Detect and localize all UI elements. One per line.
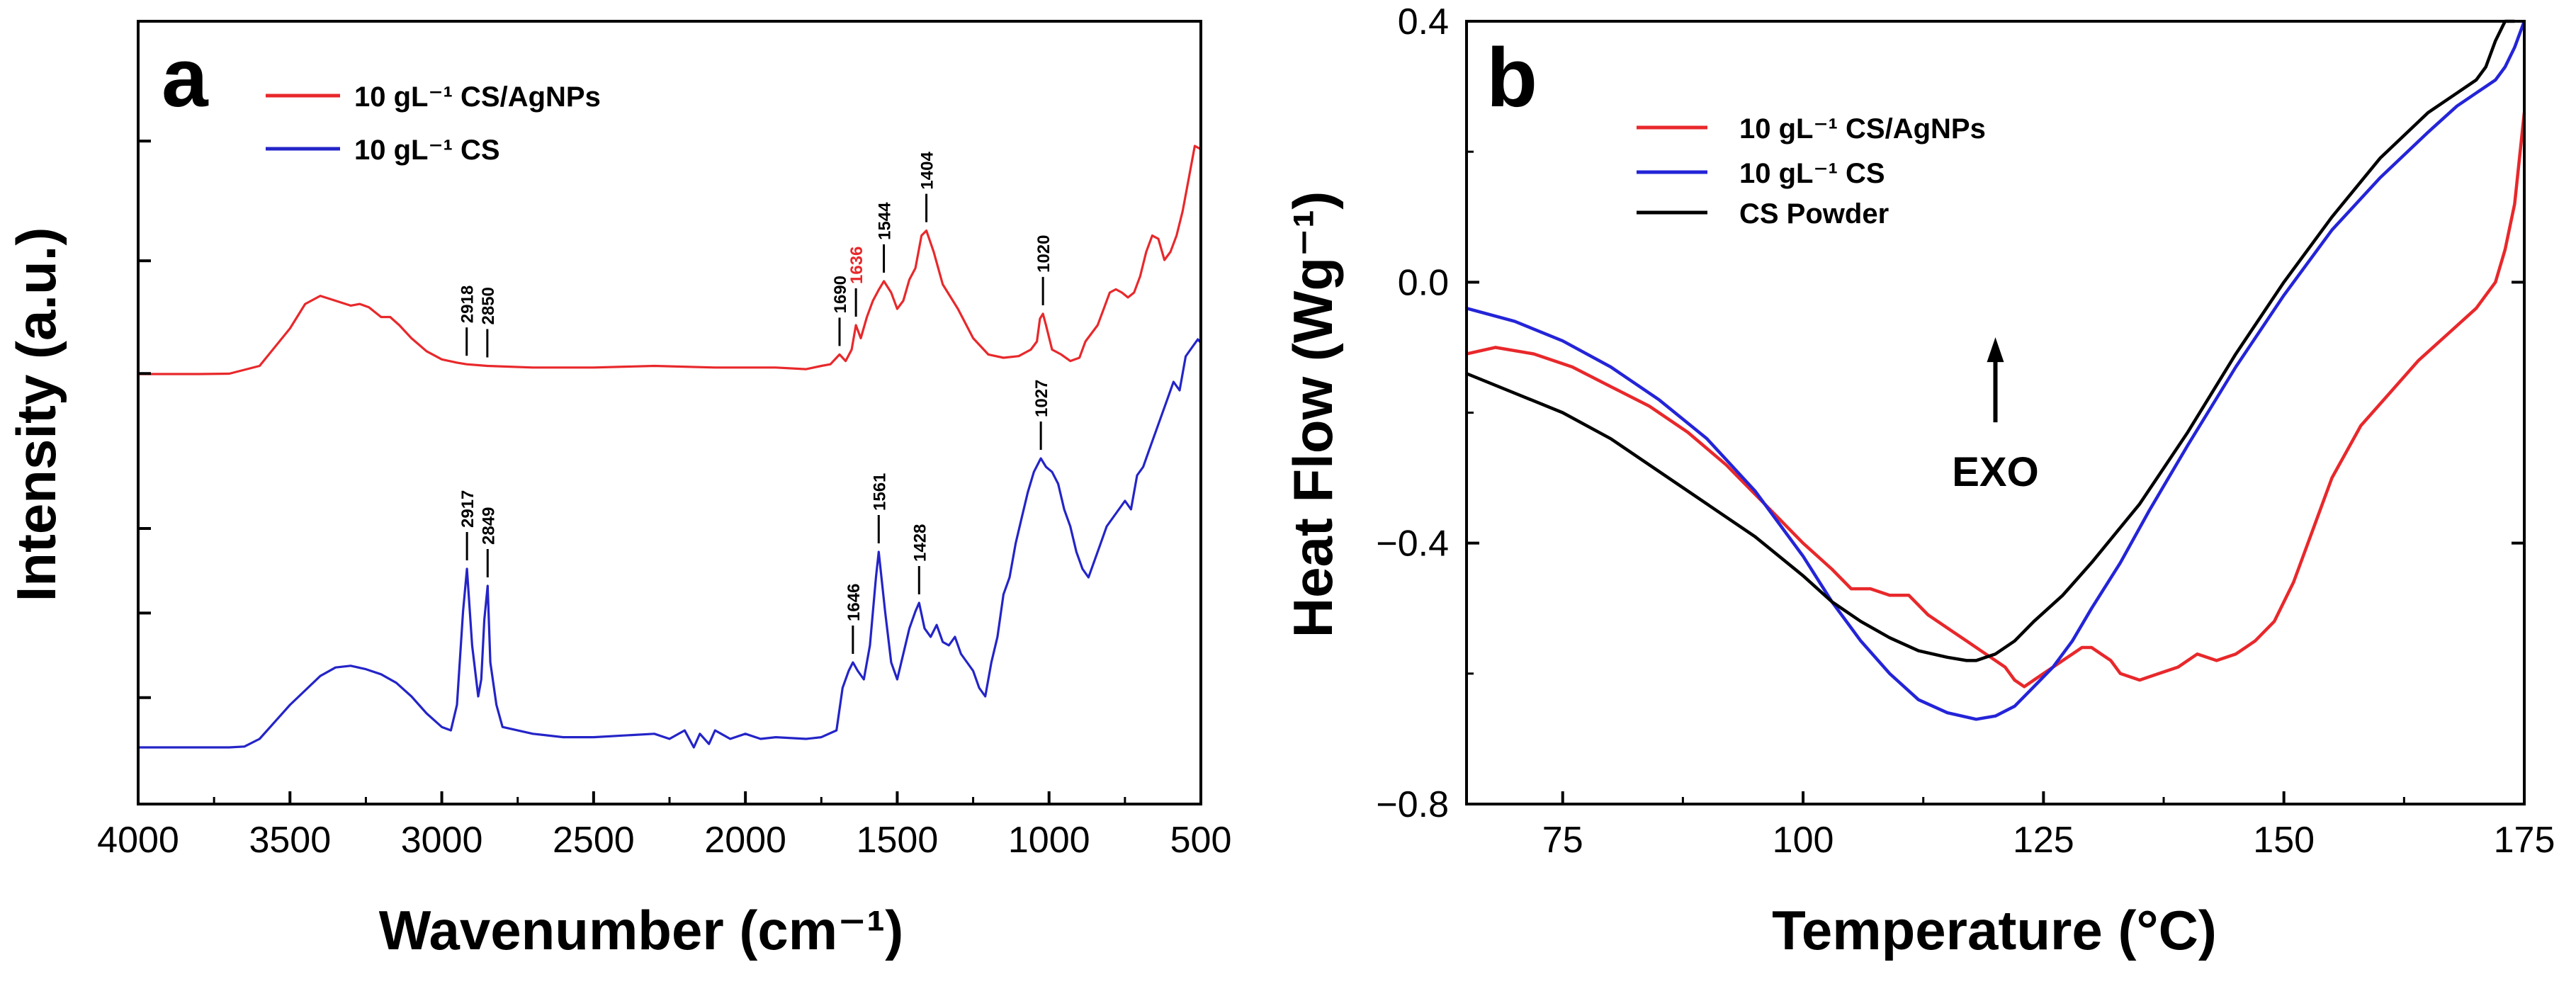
legend-label-cs-b: 10 gL⁻¹ CS <box>1739 158 1885 189</box>
panel-b-y-tick-label: 0.4 <box>1398 1 1449 43</box>
ftir-series-line-cs <box>138 338 1202 749</box>
panel-b-letter: b <box>1486 31 1537 125</box>
peak-label-1428: 1428 <box>910 524 930 562</box>
panel-b-series-group <box>1466 19 2526 721</box>
legend-label-cs: 10 gL⁻¹ CS <box>354 135 500 166</box>
panel-a-x-tick-label: 3000 <box>401 820 483 861</box>
panel-b-x-axis-label: Temperature (°C) <box>1772 899 2217 961</box>
dsc-series-line-cs-agnps <box>1466 112 2526 689</box>
panel-a-y-axis-label: Intensity (a.u.) <box>5 227 67 602</box>
panel-b-axes: 75 100 125 150 175 −0.8 −0.4 0.0 0.4 <box>1376 1 2555 861</box>
exo-label: EXO <box>1952 449 2039 495</box>
panel-a-axes: 4000 3500 3000 2500 2000 1500 1000 500 <box>97 140 1232 861</box>
exo-arrow-head <box>1987 337 2004 363</box>
peak-label-1690: 1690 <box>831 276 850 313</box>
panel-b-x-tick-label: 175 <box>2494 820 2555 861</box>
dsc-series-line-cs-powder <box>1466 19 2515 662</box>
peak-label-1561: 1561 <box>870 473 889 511</box>
panel-b-y-tick-label: −0.8 <box>1376 784 1449 825</box>
peak-label-1020: 1020 <box>1034 235 1053 273</box>
panel-b-y-axis-label: Heat Flow (Wg⁻¹) <box>1282 191 1344 638</box>
peak-label-2849: 2849 <box>479 507 498 545</box>
peak-label-2917: 2917 <box>458 490 478 528</box>
panel-a-letter: a <box>162 31 209 125</box>
panel-a-legend: 10 gL⁻¹ CS/AgNPs 10 gL⁻¹ CS <box>266 81 601 166</box>
peak-label-1646: 1646 <box>844 584 864 621</box>
panel-b-y-tick-label: −0.4 <box>1376 524 1449 565</box>
panel-a-x-axis-label: Wavenumber (cm⁻¹) <box>379 899 903 961</box>
peak-label-2918: 2918 <box>458 285 478 323</box>
panel-a-series-group <box>138 145 1202 749</box>
panel-a-x-tick-label: 2500 <box>553 820 635 861</box>
panel-b-legend: 10 gL⁻¹ CS/AgNPs 10 gL⁻¹ CS CS Powder <box>1637 113 1986 230</box>
panel-a-x-tick-label: 4000 <box>97 820 179 861</box>
panel-a-x-tick-label: 500 <box>1170 820 1232 861</box>
legend-label-cs-agnps: 10 gL⁻¹ CS/AgNPs <box>354 81 601 113</box>
panel-b-x-tick-label: 125 <box>2013 820 2074 861</box>
panel-a-x-tick-label: 1000 <box>1008 820 1090 861</box>
panel-b-exo-annotation: EXO <box>1952 337 2039 495</box>
peak-label-1404: 1404 <box>918 152 937 190</box>
panel-b-x-tick-label: 75 <box>1542 820 1583 861</box>
panel-b-x-tick-label: 100 <box>1773 820 1834 861</box>
panel-b: 75 100 125 150 175 −0.8 −0.4 0.0 0.4 b 10 gL⁻¹ C… <box>1282 1 2555 961</box>
panel-a-x-tick-label: 2000 <box>704 820 786 861</box>
peak-label-2850: 2850 <box>479 287 498 324</box>
peak-label-1544: 1544 <box>876 202 895 240</box>
dsc-series-line-cs <box>1466 21 2526 721</box>
legend-label-cs-agnps-b: 10 gL⁻¹ CS/AgNPs <box>1739 113 1986 145</box>
panel-b-x-tick-label: 150 <box>2253 820 2315 861</box>
panel-a-x-tick-label: 1500 <box>857 820 939 861</box>
peak-label-1636: 1636 <box>847 247 866 284</box>
panel-a-x-tick-label: 3500 <box>249 820 331 861</box>
ftir-series-line-cs-agnps <box>138 145 1202 375</box>
peak-label-1027: 1027 <box>1032 380 1051 417</box>
legend-label-cs-powder: CS Powder <box>1739 198 1889 230</box>
panel-b-y-tick-label: 0.0 <box>1398 262 1449 303</box>
